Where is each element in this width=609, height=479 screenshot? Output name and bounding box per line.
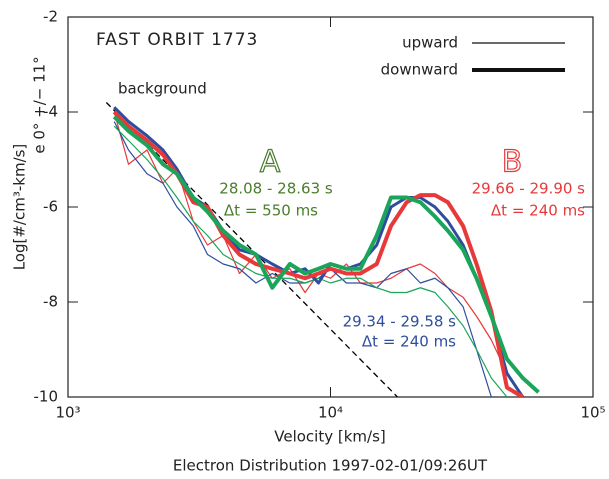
annotation: 29.66 - 29.90 s [472, 180, 586, 198]
data-line [112, 110, 524, 397]
x-axis-label: Velocity [km/s] [274, 428, 385, 446]
x-tick-label: 10³ [55, 404, 80, 422]
x-tick-label: 10⁵ [580, 404, 605, 422]
side-label: e 0° +/− 11° [31, 56, 49, 153]
x-tick-label: 10⁴ [318, 404, 343, 422]
legend-label: downward [381, 61, 458, 79]
data-line [105, 102, 398, 397]
data-line [113, 125, 508, 397]
chart-title: FAST ORBIT 1773 [96, 30, 258, 50]
annotation: background [118, 80, 207, 98]
y-axis-label: Log[#/cm³-km/s] [11, 144, 29, 271]
annotation: Δt = 240 ms [491, 202, 585, 220]
data-line [113, 111, 524, 397]
y-tick-label: -2 [43, 8, 58, 26]
annotation: 28.08 - 28.63 s [219, 180, 333, 198]
annotation: 29.34 - 29.58 s [343, 313, 457, 331]
y-tick-label: -6 [43, 198, 58, 216]
annotation: Δt = 240 ms [362, 333, 456, 351]
data-line [112, 115, 540, 394]
data-line [113, 106, 525, 397]
y-tick-label: -4 [43, 103, 58, 121]
annotation: B [502, 145, 523, 180]
plot-area [105, 102, 540, 397]
y-tick-label: -10 [34, 388, 59, 406]
annotation: Δt = 550 ms [224, 202, 318, 220]
legend-label: upward [402, 34, 458, 52]
y-tick-label: -8 [43, 293, 58, 311]
footer: Electron Distribution 1997-02-01/09:26UT [173, 457, 488, 475]
annotation: A [260, 145, 281, 180]
